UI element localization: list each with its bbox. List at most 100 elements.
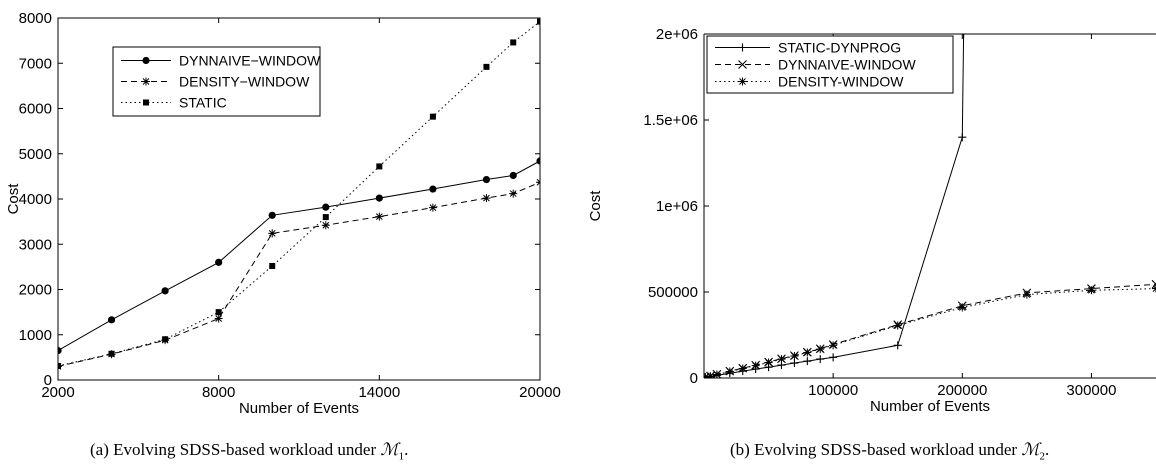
data-point (321, 221, 330, 230)
data-point (58, 362, 61, 369)
data-point (510, 39, 517, 46)
y-tick-label: 1.5e+06 (643, 112, 698, 129)
y-tick-label: 8000 (19, 10, 52, 27)
y-axis-label: Cost (587, 190, 604, 222)
data-point (764, 358, 773, 367)
data-point (375, 194, 383, 202)
y-tick-label: 0 (690, 370, 698, 387)
data-point (738, 364, 747, 373)
series-group (704, 34, 1156, 378)
data-point (482, 175, 491, 184)
legend-entry-label: STATIC-DYNPROG (778, 40, 901, 56)
caption-b: (b) Evolving SDSS-based workload under ℳ… (730, 440, 1050, 463)
data-point (893, 321, 902, 330)
legend-marker (142, 77, 150, 86)
data-point (322, 214, 329, 221)
data-point (509, 171, 517, 180)
data-point (958, 133, 967, 142)
data-point (509, 189, 518, 198)
series-line (705, 288, 1156, 378)
y-tick-label: 7000 (19, 55, 52, 72)
data-point (428, 203, 437, 212)
y-tick-label: 6000 (19, 101, 52, 118)
x-tick-label: 20000 (519, 384, 561, 401)
data-point (790, 359, 799, 368)
y-tick-label: 1e+06 (656, 198, 698, 215)
data-point (706, 372, 715, 378)
data-point (712, 370, 721, 378)
x-tick-label: 14000 (358, 384, 400, 401)
data-point (725, 367, 734, 376)
data-point (536, 178, 540, 187)
data-point (803, 348, 812, 357)
x-axis-label: Number of Events (239, 400, 359, 417)
series-line (58, 181, 540, 367)
figure-canvas: 2000 8000 14000 200000100020003000400050006… (5, 10, 1156, 417)
y-tick-label: 1000 (19, 327, 52, 344)
y-tick-label: 3000 (19, 236, 52, 253)
data-point (816, 355, 825, 364)
y-axis-label: Cost (5, 183, 22, 215)
data-point (1022, 290, 1031, 299)
legend: DYNNAIVE−WINDOW DENSITY−WINDOW STATIC (112, 46, 321, 117)
data-point (162, 336, 169, 343)
data-point (790, 351, 799, 360)
data-point (429, 185, 437, 193)
legend-marker (143, 99, 149, 106)
legend-entry-label: STATIC (179, 95, 227, 111)
legend-marker (142, 56, 150, 65)
data-point (816, 345, 825, 354)
x-tick-label: 300000 (1066, 382, 1116, 399)
legend-marker (738, 77, 747, 86)
data-point (215, 309, 222, 316)
data-point (829, 341, 838, 350)
data-point (777, 355, 786, 364)
data-point (482, 194, 491, 203)
y-tick-label: 2e+06 (656, 26, 698, 43)
data-point (893, 341, 902, 350)
data-point (107, 316, 116, 324)
legend-entry-label: DENSITY−WINDOW (179, 74, 310, 90)
data-point (322, 203, 330, 211)
y-tick-label: 2000 (19, 282, 52, 299)
data-point (268, 211, 276, 219)
data-point (536, 157, 540, 165)
series-group (58, 18, 540, 371)
data-point (751, 361, 760, 370)
series-line (58, 160, 540, 352)
series-line (58, 21, 540, 367)
legend-entry-label: DYNNAIVE−WINDOW (179, 53, 321, 69)
data-point (376, 163, 383, 170)
legend-marker (738, 43, 747, 52)
x-tick-label: 200000 (937, 382, 987, 399)
data-point (161, 287, 169, 295)
data-point (215, 258, 223, 266)
legend-entry-label: DENSITY-WINDOW (778, 74, 904, 90)
data-point (704, 373, 710, 378)
legend-entry-label: DYNNAIVE-WINDOW (778, 57, 916, 73)
caption-a: (a) Evolving SDSS-based workload under ℳ… (90, 440, 409, 463)
data-point (829, 353, 838, 362)
x-tick-label: 8000 (202, 384, 235, 401)
y-tick-label: 4000 (19, 191, 52, 208)
y-tick-label: 5000 (19, 146, 52, 163)
data-point (214, 314, 223, 323)
series-line (705, 283, 1156, 378)
x-axis-label: Number of Events (870, 398, 990, 415)
legend-marker (738, 60, 747, 69)
data-point (268, 229, 277, 238)
data-point (269, 262, 276, 269)
data-point (483, 63, 490, 70)
chart-a: 2000 8000 14000 20000 0 1000 2000 3000 4000 5000 6… (5, 10, 561, 417)
x-tick-label: 2000 (41, 384, 74, 401)
y-tick-label: 500000 (648, 284, 698, 301)
data-point (1087, 286, 1096, 295)
data-point (1151, 279, 1156, 289)
data-point (958, 303, 967, 312)
chart-b: 100000 200000 300000 0 500000 1e+06 1.5e+06 2e+… (587, 26, 1156, 415)
data-point (108, 350, 115, 357)
y-tick-label: 0 (44, 372, 52, 389)
data-point (537, 18, 540, 25)
data-point (58, 346, 62, 355)
data-point (375, 212, 384, 221)
